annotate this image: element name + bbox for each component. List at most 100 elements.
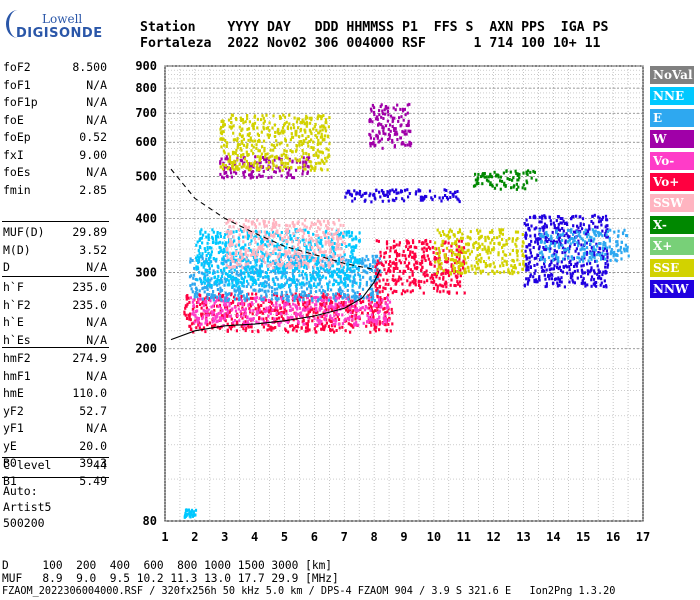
echo-mark [322, 114, 325, 117]
echo-mark [255, 310, 258, 314]
echo-mark [222, 130, 225, 134]
x-tick-label: 8 [371, 530, 378, 544]
echo-mark [205, 303, 208, 307]
echo-mark [258, 316, 261, 320]
echo-mark [604, 269, 607, 273]
echo-mark [273, 291, 277, 295]
echo-mark [298, 269, 301, 273]
echo-mark [544, 245, 548, 249]
x-tick-label: 9 [400, 530, 407, 544]
echo-mark [214, 317, 217, 321]
echo-mark [550, 222, 553, 226]
echo-mark [291, 221, 294, 225]
echo-mark [555, 250, 558, 254]
echo-mark [555, 256, 558, 260]
echo-mark [302, 276, 305, 280]
echo-mark [375, 188, 378, 192]
echo-mark [580, 257, 583, 261]
echo-mark [352, 325, 355, 329]
echo-mark [295, 325, 298, 328]
echo-mark [328, 269, 331, 273]
echo-mark [219, 306, 223, 310]
echo-mark [280, 153, 283, 157]
echo-mark [247, 247, 251, 250]
echo-mark [283, 115, 287, 119]
echo-mark [308, 256, 311, 259]
echo-mark [549, 219, 552, 223]
echo-mark [452, 270, 456, 273]
echo-mark [250, 301, 253, 305]
echo-mark [316, 261, 319, 265]
echo-mark [366, 320, 369, 324]
echo-mark [550, 277, 553, 281]
echo-mark [216, 270, 219, 274]
echo-mark [207, 277, 210, 281]
echo-mark [307, 265, 310, 269]
echo-mark [291, 272, 294, 276]
echo-mark [242, 308, 245, 311]
echo-mark [216, 319, 219, 323]
echo-mark [307, 319, 310, 323]
echo-mark [529, 251, 532, 255]
echo-mark [536, 253, 539, 257]
param-separator [2, 221, 109, 222]
echo-mark [314, 222, 317, 226]
echo-mark [244, 243, 247, 247]
echo-mark [582, 254, 586, 258]
echo-mark [508, 178, 511, 181]
echo-mark [370, 200, 373, 204]
echo-mark [286, 278, 289, 282]
echo-mark [191, 259, 194, 262]
echo-mark [274, 326, 277, 329]
echo-mark [384, 132, 387, 136]
echo-mark [285, 303, 288, 307]
echo-mark [194, 310, 198, 313]
echo-mark [621, 231, 625, 235]
echo-mark [606, 263, 610, 267]
echo-mark [338, 293, 341, 297]
echo-mark [504, 184, 507, 188]
echo-mark [199, 230, 202, 234]
echo-mark [560, 280, 563, 284]
echo-mark [265, 167, 268, 171]
echo-mark [556, 265, 559, 269]
echo-mark [343, 230, 346, 234]
echo-mark [212, 324, 215, 328]
echo-mark [327, 298, 330, 302]
echo-mark [403, 269, 407, 273]
echo-mark [527, 262, 530, 265]
echo-mark [253, 115, 256, 119]
param-value: 110.0 [72, 386, 107, 400]
echo-mark [302, 152, 305, 155]
echo-mark [266, 259, 269, 263]
echo-mark [475, 240, 478, 244]
echo-mark [288, 261, 291, 264]
echo-mark [311, 299, 314, 302]
echo-mark [468, 252, 472, 256]
echo-mark [387, 293, 390, 297]
echo-mark [339, 223, 342, 227]
echo-mark [321, 254, 324, 257]
echo-mark [333, 222, 336, 226]
echo-mark [457, 267, 461, 271]
echo-mark [386, 195, 389, 198]
echo-mark [302, 120, 305, 124]
echo-mark [327, 148, 330, 152]
echo-mark [315, 295, 318, 299]
echo-mark [191, 282, 194, 286]
echo-mark [354, 265, 357, 269]
echo-mark [515, 182, 518, 186]
echo-mark [223, 166, 226, 169]
echo-mark [550, 234, 553, 238]
echo-mark [238, 162, 241, 166]
echo-mark [444, 194, 447, 197]
echo-mark [239, 258, 242, 262]
echo-mark [357, 273, 360, 276]
echo-mark [271, 286, 274, 290]
echo-mark [352, 309, 355, 313]
echo-mark [331, 317, 334, 320]
echo-mark [262, 121, 265, 125]
echo-mark [405, 264, 408, 268]
echo-mark [558, 283, 561, 287]
echo-mark [560, 221, 563, 225]
